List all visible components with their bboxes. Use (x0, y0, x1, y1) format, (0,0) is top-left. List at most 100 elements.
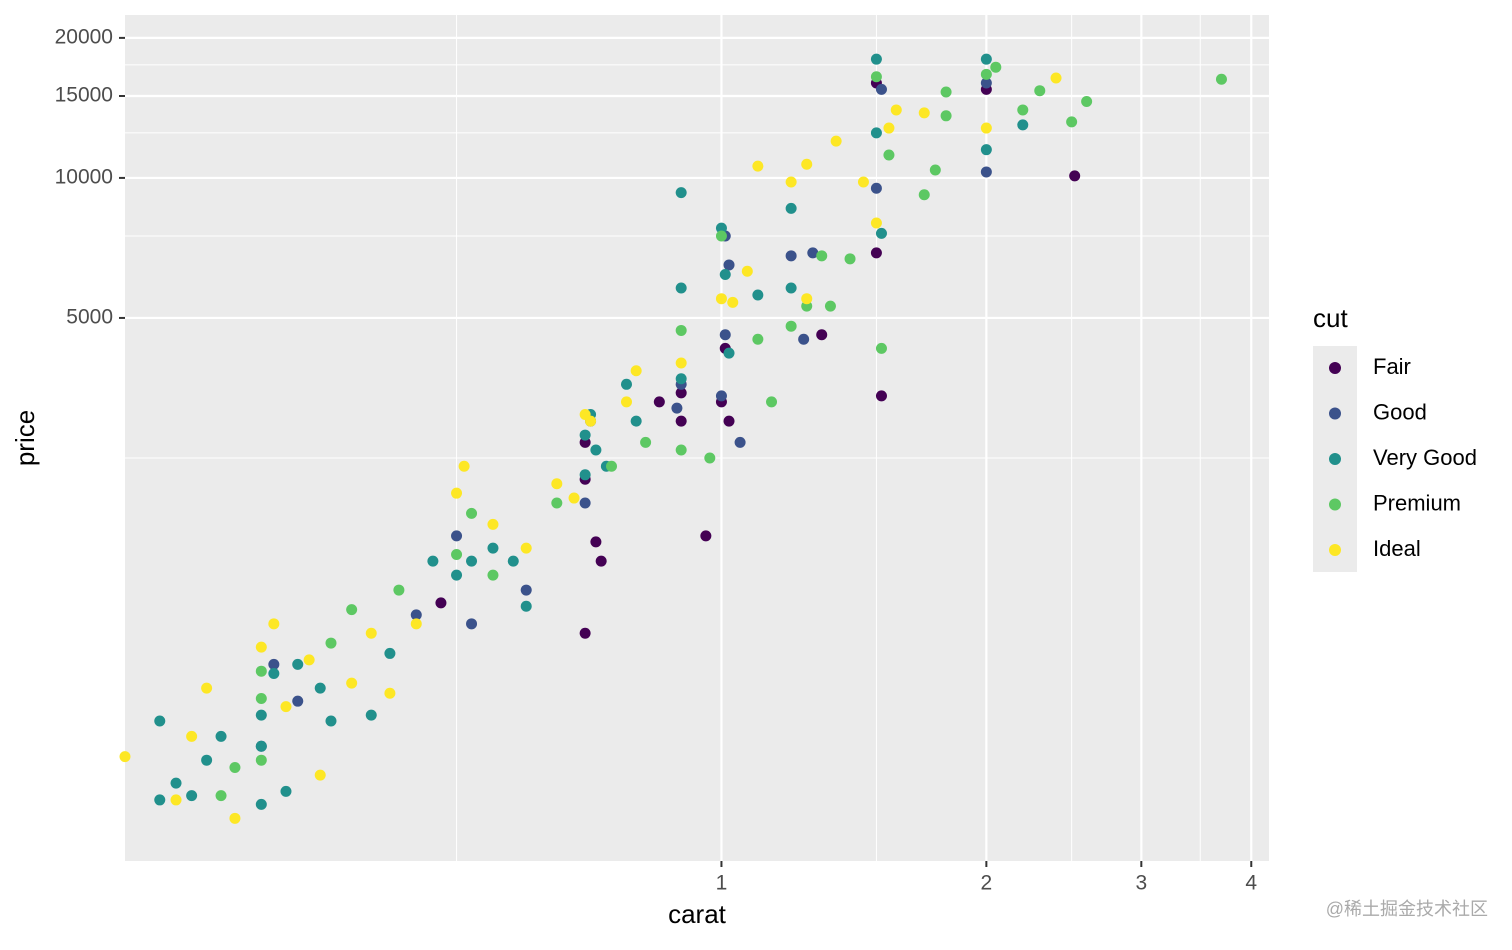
point (715, 222, 727, 234)
point (451, 487, 463, 499)
point (883, 149, 895, 161)
point (980, 122, 992, 134)
point (458, 460, 470, 472)
point (314, 769, 326, 781)
legend-key (1329, 453, 1341, 465)
y-tick-label: 10000 (55, 165, 113, 188)
watermark: @稀土掘金技术社区 (1326, 899, 1488, 919)
point (410, 618, 422, 630)
legend-key (1329, 544, 1341, 556)
point (451, 569, 463, 581)
point (785, 176, 797, 188)
point (990, 61, 1002, 73)
point (427, 555, 439, 567)
point (875, 342, 887, 354)
point (229, 812, 241, 824)
point (630, 415, 642, 427)
x-tick-label: 4 (1245, 872, 1257, 895)
point (918, 189, 930, 201)
point (303, 654, 315, 666)
point (201, 754, 213, 766)
point (719, 268, 731, 280)
point (384, 687, 396, 699)
point (727, 296, 739, 308)
point (579, 469, 591, 481)
point (410, 609, 422, 621)
point (201, 682, 213, 694)
point (551, 478, 563, 490)
point (466, 507, 478, 519)
point (700, 530, 712, 542)
point (1034, 85, 1046, 97)
point (719, 329, 731, 341)
point (170, 777, 182, 789)
point (785, 202, 797, 214)
point (229, 762, 241, 774)
point (715, 390, 727, 402)
point (393, 584, 405, 596)
point (1215, 73, 1227, 85)
point (520, 542, 532, 554)
point (487, 569, 499, 581)
point (875, 83, 887, 95)
point (675, 324, 687, 336)
point (466, 555, 478, 567)
point (734, 436, 746, 448)
point (675, 387, 687, 399)
point (801, 158, 813, 170)
point (215, 790, 227, 802)
point (186, 790, 198, 802)
point (630, 365, 642, 377)
point (752, 289, 764, 301)
point (520, 584, 532, 596)
point (675, 357, 687, 369)
point (675, 373, 687, 385)
point (870, 217, 882, 229)
point (384, 647, 396, 659)
point (451, 530, 463, 542)
point (186, 730, 198, 742)
point (435, 597, 447, 609)
point (715, 230, 727, 242)
point (154, 794, 166, 806)
point (940, 110, 952, 122)
point (640, 436, 652, 448)
point (325, 637, 337, 649)
point (980, 166, 992, 178)
point (741, 265, 753, 277)
point (551, 497, 563, 509)
point (606, 460, 618, 472)
point (875, 390, 887, 402)
point (675, 187, 687, 199)
point (1050, 72, 1062, 84)
point (170, 794, 182, 806)
point (487, 542, 499, 554)
point (807, 247, 819, 259)
point (280, 785, 292, 797)
point (585, 415, 597, 427)
point (816, 329, 828, 341)
point (870, 71, 882, 83)
legend-key (1329, 498, 1341, 511)
point (940, 86, 952, 98)
point (268, 618, 280, 630)
point (346, 604, 358, 616)
point (487, 518, 499, 530)
point (620, 396, 632, 408)
point (451, 549, 463, 561)
legend-label: Good (1373, 399, 1427, 424)
point (268, 658, 280, 670)
point (752, 160, 764, 172)
legend-label: Premium (1373, 490, 1461, 515)
point (466, 618, 478, 630)
point (870, 53, 882, 65)
point (870, 247, 882, 259)
point (154, 715, 166, 727)
point (579, 497, 591, 509)
x-tick-label: 3 (1135, 872, 1147, 895)
point (292, 695, 304, 707)
point (292, 658, 304, 670)
point (653, 396, 665, 408)
legend-label: Very Good (1373, 445, 1477, 470)
